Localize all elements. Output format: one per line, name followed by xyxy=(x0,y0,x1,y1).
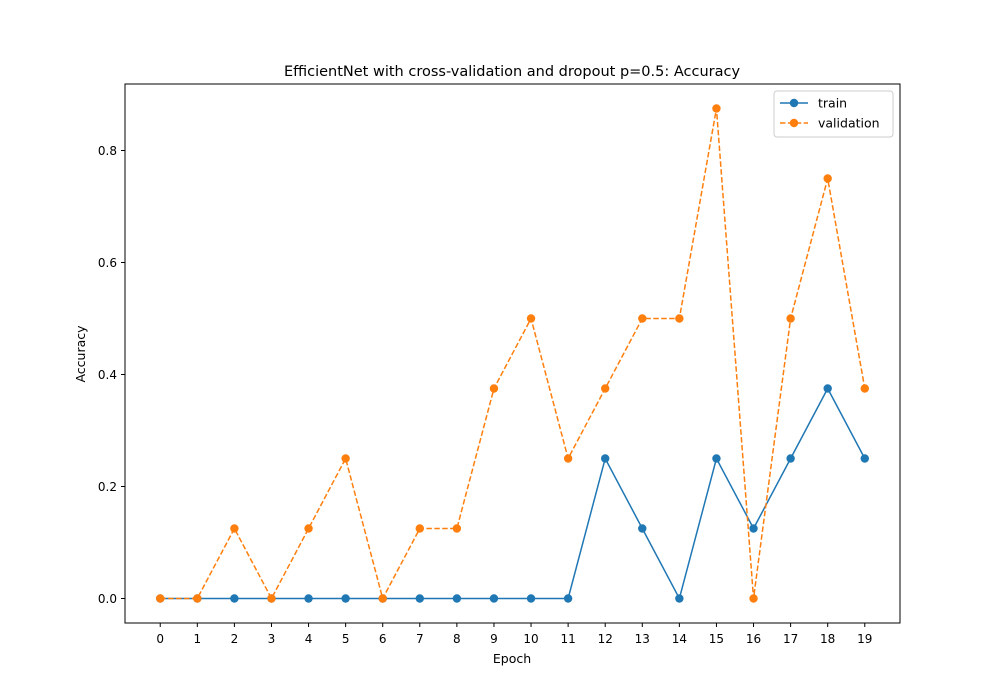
data-point-train xyxy=(749,524,758,533)
x-tick-label: 7 xyxy=(416,632,424,646)
legend-label-validation: validation xyxy=(818,116,880,131)
x-tick-label: 12 xyxy=(598,632,613,646)
x-tick-label: 1 xyxy=(193,632,201,646)
data-point-train xyxy=(230,594,239,603)
y-axis: 0.0 0.2 0.4 0.6 0.8 xyxy=(98,144,125,606)
series-line-validation xyxy=(160,108,866,601)
data-point-train xyxy=(638,524,647,533)
data-point-train xyxy=(786,454,795,463)
data-point-validation xyxy=(415,524,424,533)
plot-frame xyxy=(124,83,901,624)
data-point-validation xyxy=(267,594,276,603)
data-point-train xyxy=(415,594,424,603)
data-point-validation xyxy=(230,524,239,533)
data-point-train xyxy=(675,594,684,603)
y-tick-label: 0.8 xyxy=(98,144,117,158)
plot-area xyxy=(156,104,869,603)
data-point-train xyxy=(860,454,869,463)
x-tick-label: 11 xyxy=(560,632,575,646)
legend-marker-train xyxy=(789,98,799,108)
data-point-validation xyxy=(452,524,462,533)
data-point-validation xyxy=(675,314,684,323)
data-point-validation xyxy=(712,104,721,113)
data-point-validation xyxy=(193,594,202,603)
data-point-validation xyxy=(304,524,313,533)
data-point-train xyxy=(452,594,462,603)
data-point-train xyxy=(489,594,499,603)
x-tick-label: 3 xyxy=(268,632,276,646)
x-tick-label: 2 xyxy=(231,632,239,646)
data-point-train xyxy=(341,594,350,603)
x-tick-label: 15 xyxy=(709,632,724,646)
x-tick-label: 14 xyxy=(672,632,687,646)
data-point-validation xyxy=(749,594,758,603)
data-point-validation xyxy=(860,384,869,393)
legend: train validation xyxy=(773,90,894,138)
x-axis-title: Epoch xyxy=(493,651,531,666)
data-point-validation xyxy=(156,594,165,603)
data-point-train xyxy=(823,384,832,393)
data-point-validation xyxy=(378,594,387,603)
x-tick-label: 9 xyxy=(490,632,498,646)
y-tick-label: 0.4 xyxy=(98,368,117,382)
x-tick-label: 10 xyxy=(523,632,538,646)
series-validation xyxy=(156,104,869,603)
data-point-validation xyxy=(489,384,499,393)
x-axis: 0 1 2 3 4 5 6 7 8 9 10 11 12 13 14 15 16 17 18 19 xyxy=(156,623,872,646)
data-point-validation xyxy=(823,174,832,183)
x-tick-label: 17 xyxy=(783,632,798,646)
data-point-train xyxy=(563,594,573,603)
data-point-validation xyxy=(563,454,573,463)
data-point-validation xyxy=(526,314,536,323)
x-tick-label: 0 xyxy=(156,632,164,646)
legend-label-train: train xyxy=(818,96,847,111)
x-tick-label: 13 xyxy=(635,632,650,646)
y-tick-label: 0.6 xyxy=(98,256,117,270)
data-point-validation xyxy=(786,314,795,323)
data-point-validation xyxy=(341,454,350,463)
x-tick-label: 16 xyxy=(746,632,761,646)
x-tick-label: 19 xyxy=(857,632,872,646)
y-tick-label: 0.0 xyxy=(98,592,117,606)
x-tick-label: 18 xyxy=(820,632,835,646)
data-point-validation xyxy=(601,384,610,393)
data-point-train xyxy=(526,594,536,603)
y-tick-label: 0.2 xyxy=(98,480,117,494)
x-tick-label: 6 xyxy=(379,632,387,646)
chart-title: EfficientNet with cross-validation and d… xyxy=(284,64,741,80)
y-axis-title: Accuracy xyxy=(73,325,88,383)
x-tick-label: 8 xyxy=(453,632,461,646)
legend-marker-validation xyxy=(789,118,799,128)
x-tick-label: 4 xyxy=(305,632,313,646)
data-point-train xyxy=(304,594,313,603)
data-point-train xyxy=(712,454,721,463)
x-tick-label: 5 xyxy=(342,632,350,646)
data-point-validation xyxy=(638,314,647,323)
data-point-train xyxy=(601,454,610,463)
